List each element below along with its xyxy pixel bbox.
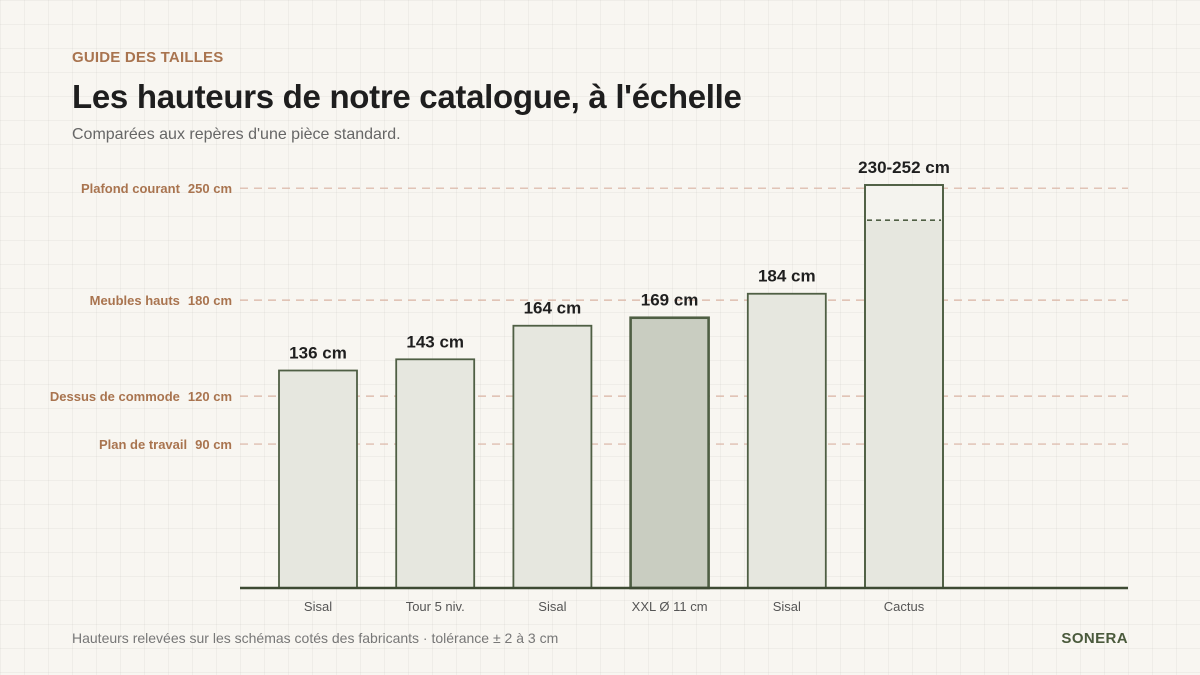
brand-logo: SONERA xyxy=(1061,630,1128,647)
bar-5-min-fill xyxy=(866,220,942,588)
page-subtitle: Comparées aux repères d'une pièce standa… xyxy=(72,126,401,143)
value-label-0: 136 cm xyxy=(289,344,347,363)
eyebrow-label: GUIDE DES TAILLES xyxy=(72,49,224,66)
value-label-4: 184 cm xyxy=(758,267,816,286)
bars xyxy=(278,184,944,590)
reference-name-0: Plafond courant xyxy=(81,181,181,196)
bar-2 xyxy=(512,324,593,589)
category-label-3: XXL Ø 11 cm xyxy=(632,599,708,614)
reference-lines xyxy=(240,187,1128,445)
value-label-5: 230-252 cm xyxy=(858,158,950,177)
value-label-3: 169 cm xyxy=(641,291,699,310)
reference-value-3: 90 cm xyxy=(195,437,232,452)
bar-4 xyxy=(746,292,827,589)
reference-label-0: Plafond courant 250 cm xyxy=(81,181,232,196)
bar-1 xyxy=(395,358,476,589)
value-label-2: 164 cm xyxy=(524,299,582,318)
category-label-0: Sisal xyxy=(304,599,332,614)
reference-label-2: Dessus de commode 120 cm xyxy=(50,389,232,404)
labels: Plafond courant 250 cm Meubles hauts 180 cm… xyxy=(50,158,950,614)
reference-name-2: Dessus de commode xyxy=(50,389,180,404)
category-label-1: Tour 5 niv. xyxy=(406,599,465,614)
category-label-5: Cactus xyxy=(884,599,925,614)
footnote: Hauteurs relevées sur les schémas cotés … xyxy=(72,630,559,646)
reference-label-3: Plan de travail 90 cm xyxy=(99,437,232,452)
value-label-1: 143 cm xyxy=(406,332,464,351)
reference-label-1: Meubles hauts 180 cm xyxy=(90,293,232,308)
page-title: Les hauteurs de notre catalogue, à l'éch… xyxy=(72,78,742,115)
reference-value-2: 120 cm xyxy=(188,389,232,404)
bar-0 xyxy=(278,369,358,589)
reference-value-1: 180 cm xyxy=(188,293,232,308)
category-label-2: Sisal xyxy=(538,599,566,614)
reference-name-1: Meubles hauts xyxy=(90,293,180,308)
reference-value-0: 250 cm xyxy=(188,181,232,196)
bar-3 xyxy=(629,316,710,590)
reference-name-3: Plan de travail xyxy=(99,437,187,452)
category-label-4: Sisal xyxy=(773,599,801,614)
